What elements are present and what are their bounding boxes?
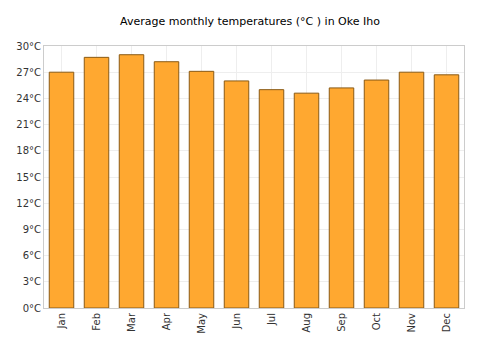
svg-text:Feb: Feb [91,313,102,331]
svg-text:May: May [196,313,207,334]
svg-text:30°C: 30°C [16,41,41,52]
svg-text:Jun: Jun [231,313,242,330]
svg-text:24°C: 24°C [16,93,41,104]
svg-text:9°C: 9°C [23,224,41,235]
svg-text:Sep: Sep [336,313,347,332]
svg-text:Average monthly temperatures (: Average monthly temperatures (°C ) in Ok… [120,15,380,28]
svg-text:21°C: 21°C [16,119,41,130]
svg-text:0°C: 0°C [23,303,41,314]
svg-text:Aug: Aug [301,313,312,333]
svg-text:Dec: Dec [441,313,452,332]
svg-text:Oct: Oct [371,313,382,330]
svg-text:12°C: 12°C [16,198,41,209]
svg-text:18°C: 18°C [16,145,41,156]
svg-text:Mar: Mar [126,312,137,332]
svg-text:Jul: Jul [266,313,277,326]
svg-text:Nov: Nov [406,313,417,333]
svg-text:Jan: Jan [56,313,67,329]
svg-text:3°C: 3°C [23,276,41,287]
svg-text:6°C: 6°C [23,250,41,261]
svg-text:Apr: Apr [161,312,172,330]
svg-text:27°C: 27°C [16,67,41,78]
svg-text:15°C: 15°C [16,172,41,183]
